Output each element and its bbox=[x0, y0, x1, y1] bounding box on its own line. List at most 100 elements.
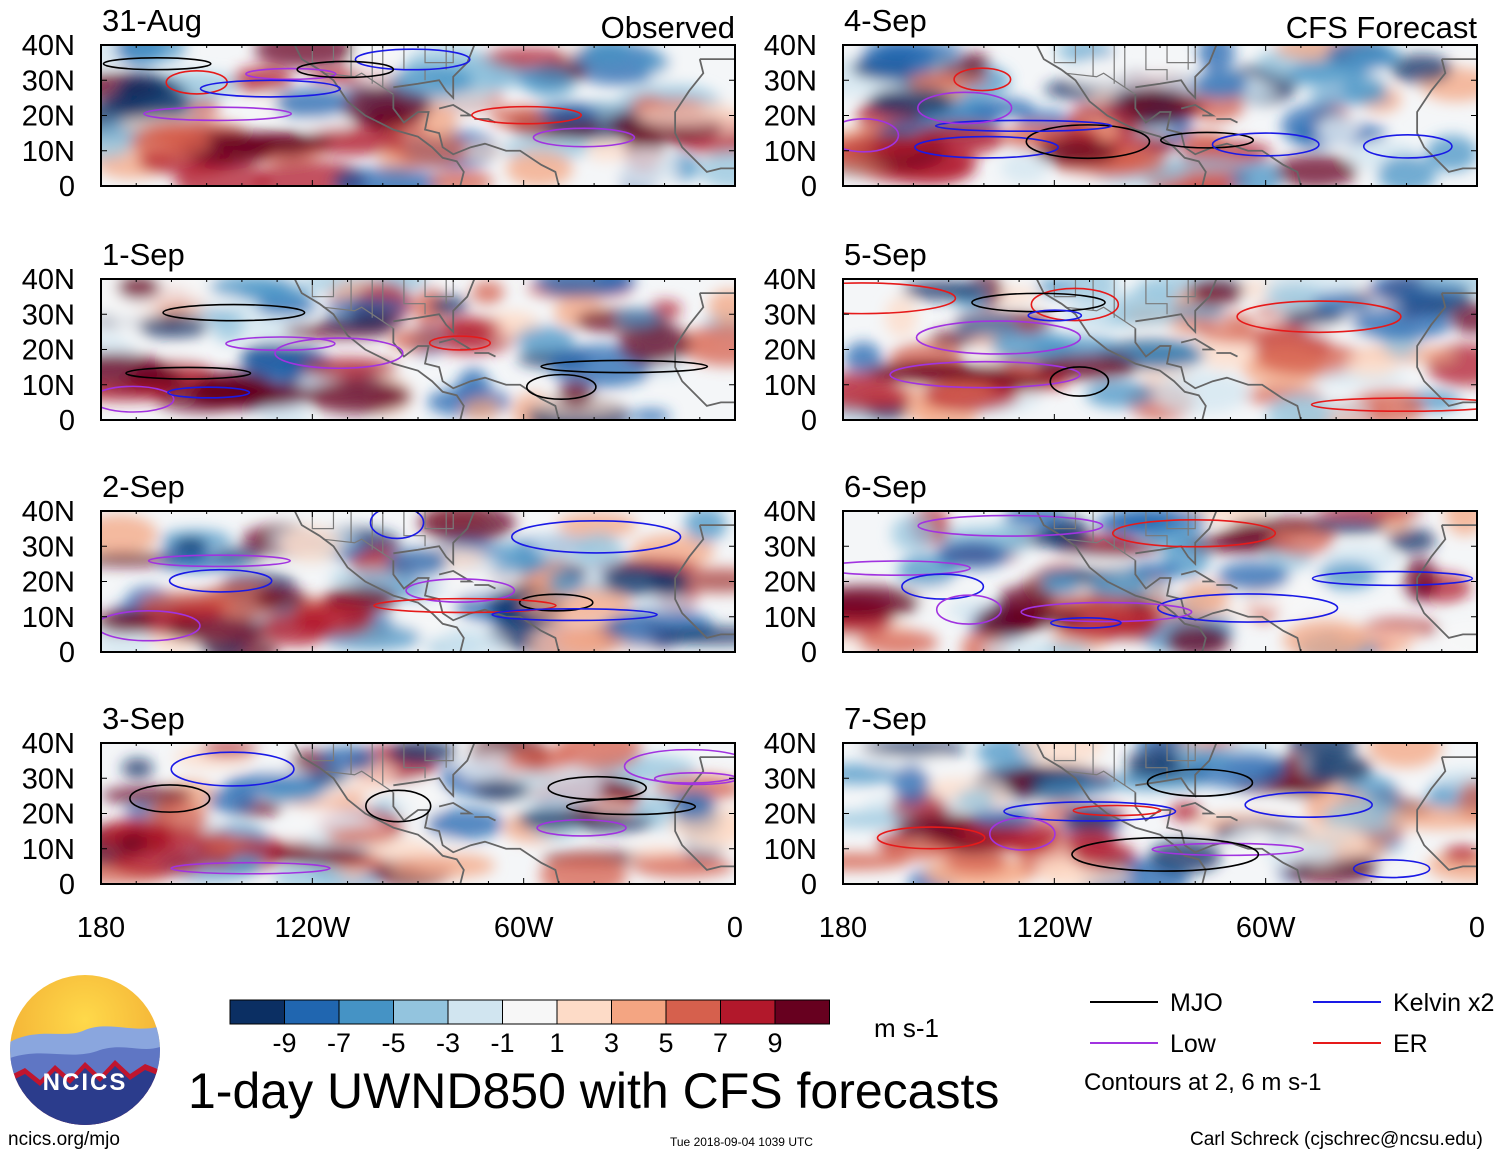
contour-line bbox=[147, 554, 292, 568]
state-border bbox=[1166, 45, 1196, 64]
coastline bbox=[1135, 511, 1218, 567]
coastline bbox=[392, 94, 560, 186]
anomaly-blob bbox=[1377, 155, 1437, 186]
x-tick-label: 120W bbox=[1016, 912, 1092, 944]
anomaly-blob bbox=[631, 854, 735, 878]
coastline bbox=[1216, 816, 1238, 822]
anomaly-blob bbox=[101, 126, 135, 160]
y-tick-label: 10N bbox=[22, 136, 75, 168]
westerly-anomaly bbox=[944, 849, 1009, 874]
contour-line bbox=[373, 597, 557, 614]
westerly-anomaly bbox=[254, 587, 308, 610]
coastline bbox=[1216, 352, 1238, 358]
contour-line bbox=[917, 91, 1013, 125]
colorbar-swatch bbox=[229, 999, 285, 1025]
easterly-anomaly bbox=[208, 787, 255, 815]
easterly-anomaly bbox=[616, 308, 662, 329]
panel-field bbox=[101, 45, 735, 186]
easterly-anomaly bbox=[1347, 45, 1402, 68]
contour-line bbox=[525, 373, 597, 401]
colorbar: -9 -7 -5 -3 -1 1 3 5 7 9 bbox=[229, 999, 830, 1058]
y-tick-label: 0 bbox=[59, 171, 75, 203]
easterly-anomaly bbox=[597, 279, 636, 292]
state-border bbox=[424, 511, 454, 530]
anomaly-blob bbox=[596, 781, 642, 800]
panel-date-label: 31-Aug bbox=[102, 3, 202, 38]
logo-text: NCICS bbox=[43, 1069, 128, 1096]
contour-line bbox=[168, 568, 273, 593]
contour-line bbox=[1352, 859, 1431, 879]
x-axis-labels: 180 120W 60W 0 180 120W 60W 0 bbox=[77, 912, 1485, 944]
state-border bbox=[403, 743, 426, 779]
anomaly-blob bbox=[1232, 160, 1282, 186]
anomaly-blob bbox=[1444, 511, 1477, 536]
anomaly-blob bbox=[1266, 393, 1331, 420]
easterly-anomaly bbox=[1041, 571, 1081, 596]
anomaly-blob bbox=[1403, 557, 1438, 602]
footer-website[interactable]: ncics.org/mjo bbox=[8, 1129, 120, 1150]
colorbar-swatch bbox=[284, 999, 340, 1025]
anomaly-blob bbox=[1219, 313, 1255, 330]
anomaly-blob bbox=[520, 586, 632, 622]
y-tick-label: 20N bbox=[764, 799, 817, 831]
panel-field bbox=[843, 279, 1477, 420]
anomaly-blob bbox=[506, 746, 574, 773]
x-tick-label: 120W bbox=[274, 912, 350, 944]
anomaly-blob bbox=[1114, 343, 1206, 367]
contour-line bbox=[565, 798, 697, 816]
easterly-anomaly bbox=[319, 745, 377, 774]
coastline bbox=[1180, 337, 1217, 351]
easterly-anomaly bbox=[936, 538, 1009, 570]
coastline bbox=[1180, 569, 1217, 583]
state-border bbox=[1064, 770, 1136, 793]
coastline bbox=[1216, 118, 1238, 124]
anomaly-blob bbox=[1165, 624, 1231, 652]
y-tick-label: 30N bbox=[764, 531, 817, 563]
panel-field bbox=[101, 511, 735, 652]
anomaly-blob bbox=[684, 511, 727, 542]
colorbar-tick-label: 7 bbox=[713, 1028, 728, 1058]
anomaly-blob bbox=[957, 52, 990, 76]
anomaly-blob bbox=[1436, 618, 1477, 652]
anomaly-field bbox=[843, 279, 1477, 420]
colorbar-swatch bbox=[611, 999, 667, 1025]
y-tick-label: 30N bbox=[764, 299, 817, 331]
y-tick-label: 0 bbox=[801, 405, 817, 437]
westerly-anomaly bbox=[101, 609, 153, 634]
y-tick-label: 0 bbox=[59, 869, 75, 901]
anomaly-blob bbox=[862, 743, 967, 757]
legend-label: MJO bbox=[1170, 989, 1223, 1017]
anomaly-blob bbox=[211, 307, 247, 343]
y-tick-label: 20N bbox=[22, 335, 75, 367]
westerly-anomaly bbox=[1014, 608, 1085, 627]
westerly-anomaly bbox=[101, 353, 168, 387]
y-tick-label: 20N bbox=[764, 335, 817, 367]
contour-line bbox=[245, 67, 337, 81]
coastline bbox=[474, 816, 496, 822]
panel-date-label: 2-Sep bbox=[102, 469, 185, 504]
panel-field bbox=[843, 45, 1477, 186]
contour-line bbox=[623, 748, 735, 784]
state-border bbox=[403, 279, 426, 315]
easterly-anomaly bbox=[117, 72, 172, 103]
anomaly-blob bbox=[1198, 45, 1235, 74]
coastline bbox=[674, 756, 735, 871]
y-tick-label: 30N bbox=[22, 65, 75, 97]
state-border bbox=[1145, 45, 1168, 81]
coastline bbox=[393, 279, 476, 335]
state-border bbox=[424, 743, 454, 762]
anomaly-blob bbox=[1312, 291, 1374, 315]
anomaly-blob bbox=[680, 324, 735, 367]
westerly-anomaly bbox=[165, 616, 270, 644]
anomaly-field bbox=[843, 743, 1477, 884]
y-tick-label: 0 bbox=[801, 869, 817, 901]
coastline bbox=[393, 511, 476, 567]
easterly-anomaly bbox=[582, 45, 634, 68]
state-border bbox=[322, 72, 394, 95]
panel-field bbox=[101, 743, 735, 884]
contour-line bbox=[953, 67, 1012, 92]
contour-line bbox=[547, 775, 647, 801]
state-border bbox=[1053, 743, 1077, 762]
